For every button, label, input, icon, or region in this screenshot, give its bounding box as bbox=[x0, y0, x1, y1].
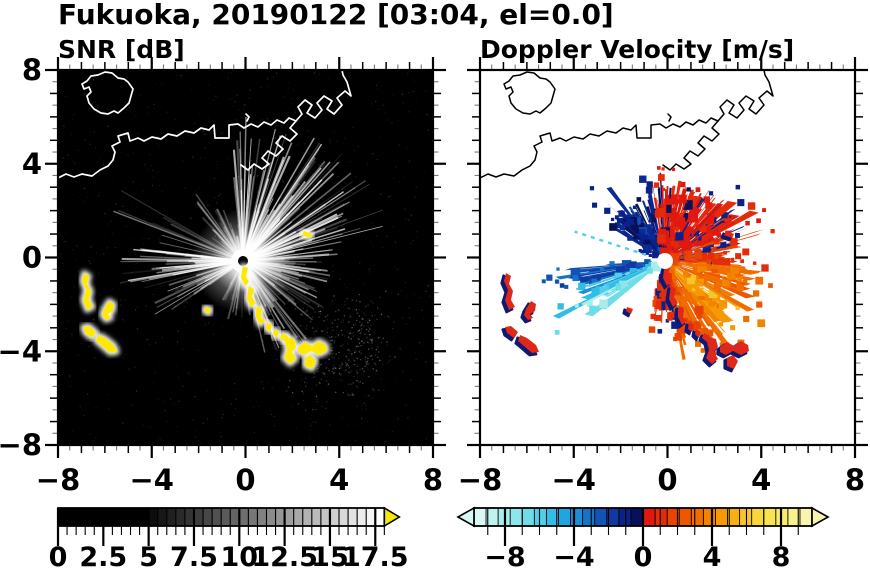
snr-colorbar-label: 0 bbox=[49, 542, 68, 570]
coastline bbox=[480, 70, 774, 179]
coastline bbox=[58, 70, 352, 179]
doppler-x-tick-label: 0 bbox=[657, 463, 677, 497]
doppler-x-tick-label: 4 bbox=[751, 463, 771, 497]
snr-colorbar-label: 7.5 bbox=[170, 542, 218, 570]
snr-strong-echoes bbox=[82, 231, 327, 369]
snr-axes: −8 −4 0 4 8 8 4 0 −4 −8 bbox=[0, 53, 446, 497]
snr-colorbar-label: 15 bbox=[311, 542, 349, 570]
doppler-x-tick-label: −8 bbox=[458, 463, 502, 497]
snr-colorbar-label: 5 bbox=[139, 542, 158, 570]
doppler-axes: −8 −4 0 4 8 bbox=[458, 57, 868, 497]
snr-colorbar-label: 10 bbox=[221, 542, 259, 570]
snr-colorbar-over-arrow bbox=[383, 506, 401, 528]
snr-x-tick-label: −4 bbox=[130, 463, 174, 497]
doppler-colorbar-label: −8 bbox=[484, 542, 525, 570]
snr-y-tick-label: 8 bbox=[22, 53, 42, 87]
doppler-colorbar-under-arrow bbox=[456, 506, 475, 528]
snr-x-tick-label: 8 bbox=[423, 463, 443, 497]
snr-panel-title: SNR [dB] bbox=[58, 35, 185, 64]
snr-x-tick-label: 0 bbox=[235, 463, 255, 497]
snr-colorbar-label: 17.5 bbox=[342, 542, 409, 570]
doppler-x-tick-label: −4 bbox=[552, 463, 596, 497]
doppler-colorbar-over-arrow bbox=[811, 506, 830, 528]
snr-x-tick-label: 4 bbox=[329, 463, 349, 497]
snr-y-tick-label: 0 bbox=[22, 241, 42, 275]
snr-y-tick-label: −4 bbox=[0, 334, 42, 368]
snr-colorbar-label: 2.5 bbox=[79, 542, 127, 570]
doppler-echoes-red bbox=[504, 231, 749, 369]
doppler-velocity-fans bbox=[541, 166, 775, 360]
doppler-panel-title: Doppler Velocity [m/s] bbox=[480, 35, 794, 64]
figure-title: Fukuoka, 20190122 [03:04, el=0.0] bbox=[58, 0, 614, 31]
doppler-colorbar: −8 −4 0 4 8 bbox=[456, 506, 830, 570]
snr-x-tick-label: −8 bbox=[36, 463, 80, 497]
snr-y-tick-label: −8 bbox=[0, 428, 42, 462]
doppler-colorbar-label: −4 bbox=[553, 542, 594, 570]
doppler-x-tick-label: 8 bbox=[845, 463, 865, 497]
radar-site-hole bbox=[657, 253, 673, 269]
doppler-colorbar-label: 8 bbox=[772, 542, 791, 570]
doppler-colorbar-label: 0 bbox=[634, 542, 653, 570]
radar-site-dot bbox=[238, 256, 248, 266]
doppler-thin-cyan-ray bbox=[574, 230, 647, 256]
doppler-colorbar-label: 4 bbox=[703, 542, 722, 570]
doppler-panel bbox=[480, 70, 855, 445]
snr-panel bbox=[58, 70, 433, 445]
snr-y-tick-label: 4 bbox=[22, 147, 42, 181]
snr-colorbar-label: 12.5 bbox=[251, 542, 318, 570]
